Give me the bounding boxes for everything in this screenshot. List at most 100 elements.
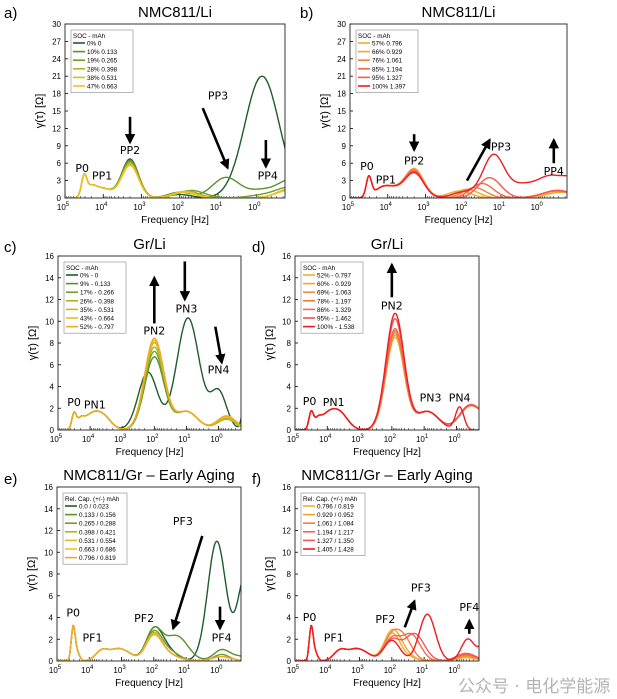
y-tick-label: 4: [49, 614, 54, 623]
peak-label: PP2: [404, 154, 424, 167]
y-tick-label: 27: [337, 37, 346, 46]
x-tick-base: 10: [49, 666, 58, 675]
x-tick-exponent: 2: [464, 202, 468, 208]
x-tick-label: 105: [287, 434, 300, 444]
x-tick-label: 105: [50, 434, 63, 444]
legend-entry: 1.405 / 1.428: [317, 547, 354, 554]
y-tick-label: 9: [57, 142, 62, 151]
x-tick-label: 100: [448, 665, 461, 675]
peak-label: PF4: [459, 601, 479, 614]
legend-entry: 28% 0.398: [87, 66, 118, 73]
panel-label: e): [4, 471, 17, 488]
x-tick-exponent: 1: [502, 202, 506, 208]
peak-label: P0: [66, 606, 80, 619]
x-tick-base: 10: [448, 435, 457, 444]
x-tick-label: 105: [287, 665, 300, 675]
x-tick-label: 103: [133, 202, 146, 212]
x-tick-exponent: 1: [219, 202, 223, 208]
x-tick-label: 102: [172, 202, 185, 212]
x-axis-label: Frequency [Hz]: [116, 447, 184, 458]
x-tick-exponent: 0: [219, 434, 223, 440]
x-tick-exponent: 5: [296, 665, 300, 671]
x-tick-exponent: 3: [142, 202, 146, 208]
legend-entry: 0.0 / 0.023: [79, 504, 109, 511]
peak-label: PN4: [208, 363, 230, 376]
y-tick-label: 0: [49, 657, 54, 666]
x-tick-base: 10: [133, 203, 142, 212]
peak-label: PP2: [120, 144, 140, 157]
legend-title: SOC - mAh: [358, 33, 391, 40]
y-axis-label: γ(τ) [Ω]: [319, 94, 331, 129]
x-tick-label: 100: [448, 434, 461, 444]
legend-entry: 10% 0.133: [87, 49, 118, 56]
y-tick-label: 14: [45, 274, 54, 283]
y-tick-label: 6: [342, 159, 347, 168]
x-tick-exponent: 0: [457, 665, 461, 671]
y-tick-label: 15: [337, 107, 346, 116]
x-tick-exponent: 0: [219, 665, 223, 671]
peak-label: PF2: [134, 612, 154, 625]
y-tick-label: 9: [342, 142, 347, 151]
x-tick-label: 103: [417, 202, 430, 212]
x-tick-label: 102: [146, 665, 159, 675]
legend-entry: 0.796 / 0.819: [79, 555, 116, 562]
legend-entry: 9% - 0.133: [80, 281, 111, 288]
x-tick-exponent: 1: [187, 434, 191, 440]
y-tick-label: 2: [287, 635, 292, 644]
y-tick-label: 0: [342, 194, 347, 203]
y-tick-label: 24: [337, 55, 346, 64]
y-tick-label: 3: [57, 177, 62, 186]
x-axis-label: Frequency [Hz]: [425, 215, 493, 226]
y-tick-label: 0: [287, 657, 292, 666]
x-tick-base: 10: [531, 203, 540, 212]
y-tick-label: 14: [282, 274, 291, 283]
annotation-arrow: [465, 138, 491, 182]
x-tick-exponent: 1: [187, 665, 191, 671]
x-tick-base: 10: [50, 435, 59, 444]
x-tick-exponent: 0: [539, 202, 543, 208]
x-tick-label: 103: [351, 665, 364, 675]
legend-entry: 69% - 1.063: [317, 290, 351, 297]
peak-label: P0: [67, 396, 81, 409]
x-tick-exponent: 2: [181, 202, 185, 208]
chart-title: Gr/Li: [371, 236, 404, 253]
y-tick-label: 6: [49, 592, 54, 601]
y-tick-label: 21: [52, 72, 61, 81]
x-tick-base: 10: [351, 435, 360, 444]
y-tick-label: 18: [337, 90, 346, 99]
x-tick-label: 104: [380, 202, 393, 212]
legend-box: [62, 492, 128, 565]
x-tick-exponent: 4: [389, 202, 393, 208]
peak-label: PF4: [212, 631, 232, 644]
y-tick-label: 21: [337, 72, 346, 81]
legend-entry: 35% - 0.531: [80, 307, 114, 314]
x-tick-base: 10: [493, 203, 502, 212]
y-tick-label: 16: [282, 483, 291, 492]
legend-title: Rel. Cap. (+/-) mAh: [303, 496, 358, 503]
x-tick-label: 102: [384, 434, 397, 444]
panel-label: b): [300, 5, 313, 22]
panel-label: f): [252, 471, 261, 488]
y-tick-label: 8: [49, 570, 54, 579]
legend-entry: 0.663 / 0.686: [79, 547, 116, 554]
x-axis-label: Frequency [Hz]: [353, 678, 421, 689]
x-tick-base: 10: [81, 666, 90, 675]
x-tick-exponent: 3: [122, 665, 126, 671]
annotation-arrow: [403, 599, 417, 628]
plot-frame: [294, 255, 480, 431]
y-tick-label: 4: [50, 383, 55, 392]
chart-title: Gr/Li: [133, 236, 166, 253]
x-tick-base: 10: [384, 435, 393, 444]
x-tick-base: 10: [287, 435, 296, 444]
x-tick-label: 103: [113, 665, 126, 675]
x-tick-label: 102: [146, 434, 159, 444]
legend-entry: 26% - 0.398: [80, 298, 114, 305]
x-tick-base: 10: [95, 203, 104, 212]
y-axis-label: γ(τ) [Ω]: [264, 557, 276, 592]
legend-entry: 0% - 0: [80, 273, 99, 280]
legend-entry: 100% - 1.538: [317, 324, 355, 331]
